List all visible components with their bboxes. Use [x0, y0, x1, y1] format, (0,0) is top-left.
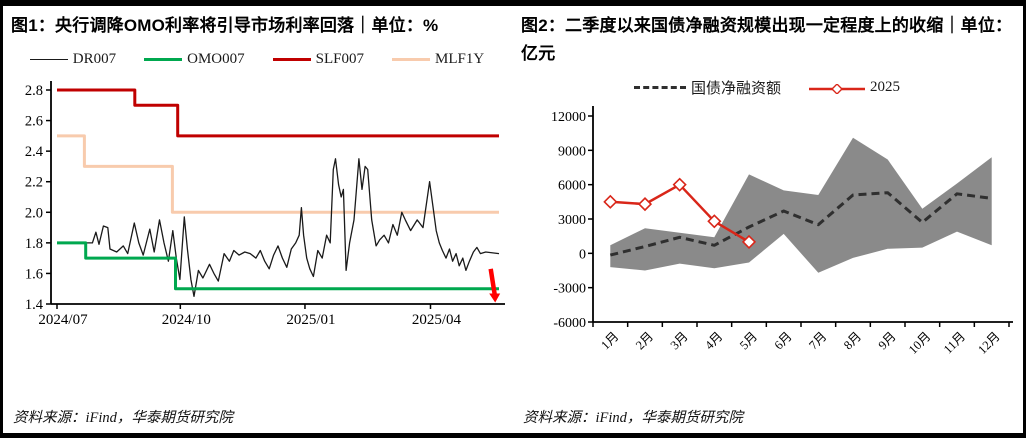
svg-text:4月: 4月 [702, 329, 725, 352]
omo007-line [57, 240, 499, 290]
legend-item-2025: 2025 [809, 79, 900, 96]
legend-item-dr007: DR007 [29, 51, 117, 68]
diamond-marker [603, 194, 618, 209]
svg-text:5月: 5月 [737, 329, 760, 352]
dr007-line [57, 157, 500, 297]
svg-text:6月: 6月 [772, 329, 795, 352]
diamond-marker [707, 214, 722, 229]
svg-text:10月: 10月 [906, 329, 934, 357]
left-chart-legend: DR007 OMO007 SLF007 MLF1Y [11, 48, 503, 72]
svg-text:9月: 9月 [876, 329, 899, 352]
svg-text:3000: 3000 [558, 213, 586, 228]
net-financing-dashed-line [609, 191, 992, 257]
right-y-labels: -6000 -3000 0 3000 6000 9000 12000 [551, 110, 586, 331]
historical-range-band [610, 137, 992, 273]
svg-text:12月: 12月 [975, 329, 1003, 357]
left-axes [50, 80, 505, 305]
left-source-text: 资料来源：iFind，华泰期货研究院 [13, 410, 233, 426]
diamond-line-glyph [809, 83, 865, 96]
right-chart-title: 图2：二季度以来国债净融资规模出现一定程度上的收缩｜单位：亿元 [521, 16, 1013, 63]
svg-text:2.2: 2.2 [25, 174, 43, 190]
svg-text:7月: 7月 [806, 329, 829, 352]
svg-text:8月: 8月 [841, 329, 864, 352]
year-2025-diamond-swatch [809, 82, 865, 96]
bond-net-financing-chart: -6000 -3000 0 3000 6000 9000 12000 1月 2月 3月 4月 5月 6月… [551, 106, 1013, 357]
svg-text:2024/10: 2024/10 [162, 312, 211, 328]
svg-text:3月: 3月 [668, 329, 691, 352]
svg-text:2025/04: 2025/04 [412, 312, 462, 328]
left-y-labels: 1.4 1.6 1.8 2.0 2.2 2.4 2.6 2.8 [25, 83, 44, 313]
legend-label: MLF1Y [435, 51, 485, 68]
svg-text:2025/01: 2025/01 [286, 312, 335, 328]
dr007-line-swatch [29, 59, 68, 61]
svg-text:1.4: 1.4 [25, 297, 44, 313]
legend-item-net-financing: 国债净融资额 [633, 77, 781, 98]
legend-label: DR007 [72, 51, 117, 68]
mlf1y-line-swatch [392, 58, 431, 62]
slf007-line-swatch [272, 58, 311, 62]
svg-text:9000: 9000 [558, 144, 586, 159]
legend-label: 国债净融资额 [690, 80, 781, 97]
legend-item-omo007: OMO007 [144, 51, 245, 68]
svg-text:2.0: 2.0 [25, 205, 43, 221]
left-chart-panel: 图1：央行调降OMO利率将引导市场利率回落｜单位：% DR007 OMO007 … [3, 6, 513, 433]
left-x-labels: 2024/07 2024/10 2025/01 2025/04 [38, 312, 461, 328]
right-chart-panel: 图2：二季度以来国债净融资规模出现一定程度上的收缩｜单位：亿元 国债净融资额 2… [513, 6, 1023, 433]
left-ticks [46, 88, 432, 309]
right-month-labels: 1月 2月 3月 4月 5月 6月 7月 8月 9月 10月 11月 12月 [598, 329, 1003, 357]
right-chart-legend: 国债净融资额 2025 [521, 75, 1013, 99]
right-source-text: 资料来源：iFind，华泰期货研究院 [523, 410, 743, 426]
net-financing-dashed-swatch [633, 85, 686, 89]
svg-text:1.6: 1.6 [25, 266, 43, 282]
legend-item-mlf1y: MLF1Y [392, 51, 484, 68]
svg-text:12000: 12000 [551, 110, 586, 125]
diamond-marker [741, 234, 757, 250]
legend-label: OMO007 [187, 51, 245, 68]
svg-text:1.8: 1.8 [25, 235, 43, 251]
mlf1y-line [57, 133, 499, 214]
left-chart-title: 图1：央行调降OMO利率将引导市场利率回落｜单位：% [11, 16, 439, 35]
right-ticks [588, 115, 1010, 328]
legend-item-slf007: SLF007 [272, 51, 365, 68]
legend-label: SLF007 [315, 51, 365, 68]
svg-text:1月: 1月 [598, 329, 621, 352]
svg-text:2024/07: 2024/07 [38, 312, 88, 328]
svg-text:11月: 11月 [941, 329, 968, 356]
omo007-line-swatch [144, 58, 183, 62]
svg-text:6000: 6000 [558, 179, 586, 194]
svg-text:0: 0 [579, 247, 586, 262]
svg-text:-3000: -3000 [553, 282, 586, 297]
svg-text:2.4: 2.4 [25, 144, 44, 160]
svg-text:-6000: -6000 [553, 316, 586, 331]
slf007-line [57, 88, 499, 137]
diamond-marker [672, 177, 687, 192]
svg-text:2.6: 2.6 [25, 113, 43, 129]
svg-text:2.8: 2.8 [25, 83, 43, 99]
legend-label: 2025 [870, 78, 900, 95]
down-arrow-annotation [488, 268, 501, 303]
svg-text:2月: 2月 [633, 329, 656, 352]
diamond-marker [637, 197, 653, 212]
